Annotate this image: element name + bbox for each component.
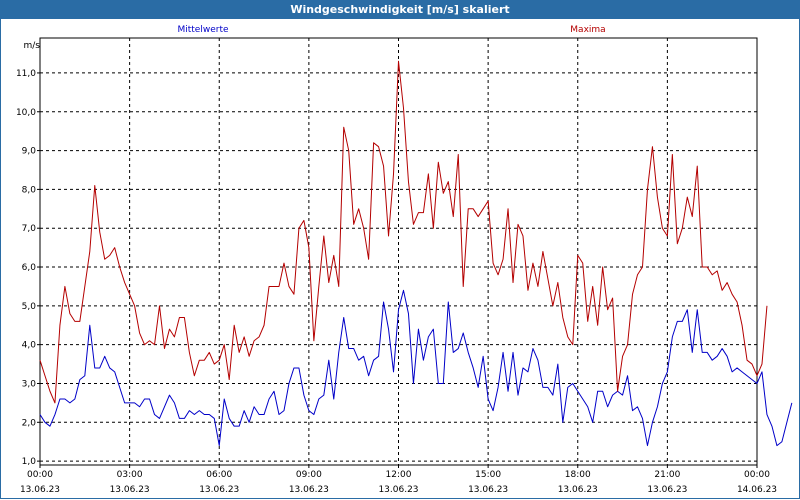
- window-title: Windgeschwindigkeit [m/s] skaliert: [0, 0, 800, 19]
- legend-maxima: Maxima: [570, 25, 605, 35]
- grid-lines: [40, 38, 757, 465]
- x-tick-time-label: 06:00: [206, 470, 232, 480]
- x-tick-date-label: 13.06.23: [110, 485, 150, 495]
- x-tick-time-label: 00:00: [27, 470, 53, 480]
- y-tick-label: 4,0: [22, 341, 37, 351]
- x-tick-date-label: 14.06.23: [737, 485, 777, 495]
- x-tick-date-label: 13.06.23: [20, 485, 60, 495]
- x-tick-date-label: 13.06.23: [378, 485, 418, 495]
- series-lines: [39, 60, 793, 447]
- y-tick-label: 8,0: [22, 185, 37, 195]
- x-tick-time-label: 00:00: [744, 470, 770, 480]
- y-tick-label: 1,0: [22, 457, 37, 467]
- y-tick-label: 10,0: [16, 108, 36, 118]
- series-line-maxima: [39, 60, 768, 404]
- x-tick-date-label: 13.06.23: [199, 485, 239, 495]
- y-tick-label: 9,0: [22, 147, 37, 157]
- y-axis-unit-label: m/s: [24, 41, 41, 51]
- x-tick-time-label: 03:00: [117, 470, 143, 480]
- legend-mittelwerte: Mittelwerte: [177, 25, 228, 35]
- series-line-mittelwerte: [39, 289, 793, 447]
- x-tick-time-label: 09:00: [296, 470, 322, 480]
- y-tick-label: 7,0: [22, 224, 37, 234]
- y-tick-label: 6,0: [22, 263, 37, 273]
- x-tick-date-label: 13.06.23: [289, 485, 329, 495]
- axes: 1,0 2,0 3,0 4,0 5,0 6,0 7,0 8,0 9,0 10,0 11,0 00:00…: [16, 69, 777, 495]
- y-tick-label: 2,0: [22, 418, 37, 428]
- x-tick-time-label: 12:00: [386, 470, 412, 480]
- x-tick-time-label: 18:00: [565, 470, 591, 480]
- x-tick-date-label: 13.06.23: [558, 485, 598, 495]
- y-tick-label: 3,0: [22, 379, 37, 389]
- y-tick-label: 11,0: [16, 69, 36, 79]
- x-tick-time-label: 15:00: [475, 470, 501, 480]
- x-tick-date-label: 13.06.23: [468, 485, 508, 495]
- x-tick-time-label: 21:00: [654, 470, 680, 480]
- x-tick-date-label: 13.06.23: [647, 485, 687, 495]
- y-tick-label: 5,0: [22, 302, 37, 312]
